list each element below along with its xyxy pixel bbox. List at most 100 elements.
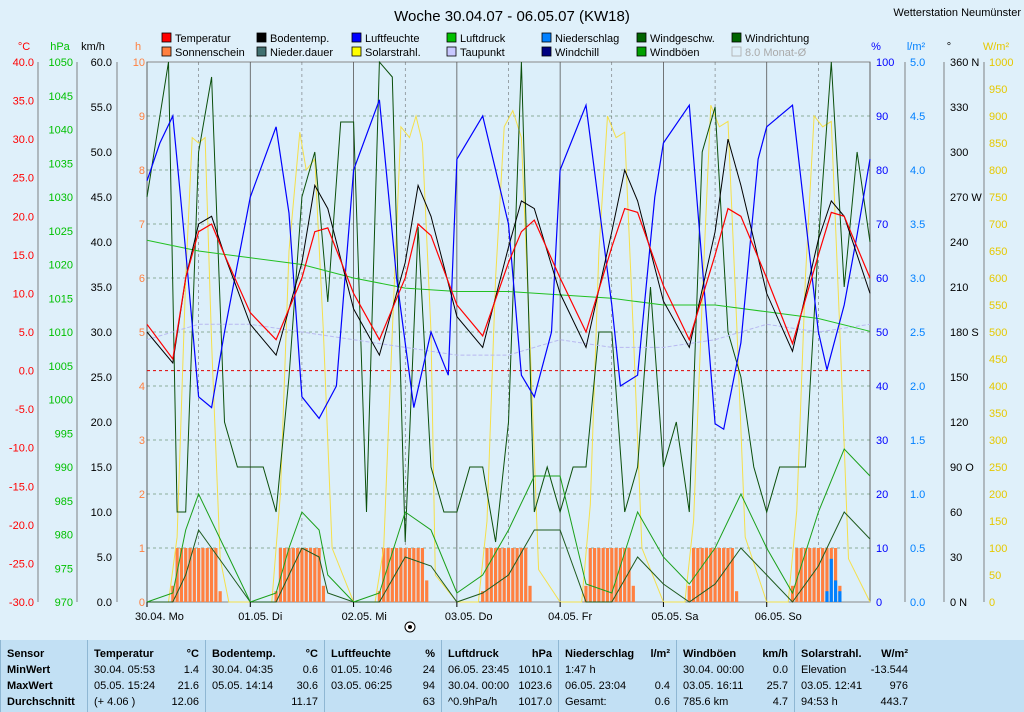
stats-cell: Elevation -13.544 [801,664,908,676]
axis-tick-label: 15.0 [91,462,112,474]
axis-tick-label: 3 [139,435,145,447]
legend-label: Sonnenschein [175,47,245,59]
axis-tick-label: 1045 [49,91,73,103]
legend-item[interactable]: Solarstrahl. [351,46,421,59]
x-axis-labels: 30.04. Mo 01.05. Di 02.05. Mi 03.05. Do 04.0… [135,602,802,623]
axis-tick-label: 2 [139,489,145,501]
legend-item[interactable]: Nieder.dauer [256,46,333,59]
axis-tick-label: 3.0 [910,273,925,285]
bar-niederschlag [825,591,829,602]
bar-sonnenschein [209,548,214,602]
stats-cell: 03.05. 12:41 976 [801,680,908,692]
axis-tick-label: 10 [876,543,888,555]
bar-sonnenschein [511,548,515,602]
legend-label: Windgeschw. [650,33,715,45]
legend-item[interactable]: Sonnenschein [161,46,245,59]
bar-sonnenschein [493,548,498,602]
axis-tick-label: 1030 [49,192,73,204]
legend-item[interactable]: Luftdruck [446,32,506,45]
axis-unit: hPa [50,41,70,53]
legend-swatch [541,46,552,57]
axis-tick-label: 25.0 [91,372,112,384]
weather-chart: Woche 30.04.07 - 06.05.07 (KW18) Wetters… [8,7,1022,633]
legend-item[interactable]: Bodentemp. [256,32,329,45]
stats-column: Temperatur °C 30.04. 05:53 1.4 05.05. 15:24 2… [87,640,205,712]
bar-sonnenschein [188,548,192,602]
axis-tick-label: -15.0 [9,481,34,493]
legend-item[interactable]: Niederschlag [541,32,619,45]
axis-tick-label: 1020 [49,260,73,272]
series-line-luftfeuchte [146,99,871,431]
bar-sonnenschein [304,548,308,602]
legend-item[interactable]: Taupunkt [446,46,505,59]
legend-label: Windrichtung [745,33,809,45]
bar-sonnenschein [528,585,532,602]
axis-tick-label: 0 [139,597,145,609]
bar-sonnenschein [278,548,283,602]
legend-item[interactable]: Luftfeuchte [351,32,419,45]
axis-tick-label: 950 [989,84,1007,96]
axis-tick-label: 1000 [989,57,1013,69]
bar-sonnenschein [498,548,502,602]
bar-sonnenschein [214,548,218,602]
axis-tick-label: 1.5 [910,435,925,447]
axis-tick-label: 20.0 [91,417,112,429]
stats-column: Bodentemp. °C 30.04. 04:35 0.6 05.05. 14:14 3… [205,640,324,712]
axis-tick-label: 1.0 [910,489,925,501]
axis-tick-label: 50 [989,570,1001,582]
axis-tick-label: 90 O [950,462,974,474]
axis-tick-label: 35.0 [13,96,34,108]
series-line-windgeschw [147,511,871,603]
bar-sonnenschein [274,591,278,602]
axis-tick-label: 100 [876,57,894,69]
axis-tick-label: 1040 [49,125,73,137]
legend-swatch [161,32,172,43]
legend-item[interactable]: Windgeschw. [636,32,715,45]
stats-column: Luftdruck hPa 06.05. 23:45 1010.1 30.04. 00:… [441,640,558,712]
legend-item[interactable]: Windchill [541,46,599,59]
axis-tick-label: 250 [989,462,1007,474]
axis-tick-label: 330 [950,102,968,114]
axis-tick-label: 40.0 [13,57,34,69]
bar-sonnenschein [812,548,816,602]
series-line-bodentemp [146,138,871,365]
axis-tick-label: 80 [876,165,888,177]
bar-sonnenschein [524,548,528,602]
axis-tick-label: 0.0 [97,597,112,609]
axis-unit: W/m² [983,41,1010,53]
legend-item[interactable]: Temperatur [161,32,231,45]
bar-sonnenschein [631,585,635,602]
stats-header: Luftdruck hPa [448,648,552,660]
bar-sonnenschein [584,585,588,602]
axis-tick-label: 30.0 [13,134,34,146]
axis-tick-label: 970 [55,597,73,609]
scroll-handle[interactable] [404,621,416,633]
bar-sonnenschein [515,548,519,602]
bar-sonnenschein [291,548,295,602]
axis-tick-label: 985 [55,496,73,508]
axis-unit: km/h [81,41,105,53]
bar-sonnenschein [377,591,381,602]
bar-sonnenschein [175,548,179,602]
legend-label: Luftdruck [460,33,506,45]
axis-tick-label: 500 [989,327,1007,339]
legend-swatch [731,32,742,43]
axis-tick-label: 1010 [49,327,73,339]
stats-header: Luftfeuchte% [331,648,435,660]
axis-tick-label: 1005 [49,361,73,373]
stats-header: Sensor [7,648,45,660]
axis-tick-label: -5.0 [15,404,34,416]
legend-item[interactable]: 8.0 Monat-Ø [731,46,807,59]
axis-tick-label: 1025 [49,226,73,238]
bar-sonnenschein [726,548,730,602]
bar-niederschlag [829,558,833,602]
legend-swatch [541,32,552,43]
axis-unit: ° [947,41,951,53]
axis-tick-label: 700 [989,219,1007,231]
legend-swatch [351,32,362,43]
stats-header: Niederschlag l/m² [565,648,670,660]
legend-item[interactable]: Windböen [636,46,700,59]
axis-tick-label: 10.0 [91,507,112,519]
legend-item[interactable]: Windrichtung [731,32,809,45]
axis-tick-label: 5.0 [910,57,925,69]
